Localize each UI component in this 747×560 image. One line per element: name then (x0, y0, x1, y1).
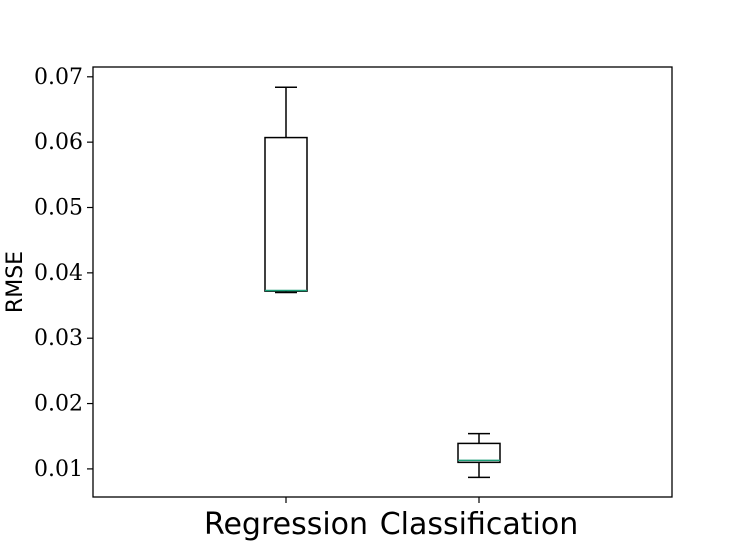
box-regression (264, 86, 308, 294)
y-tick-label: 0.01 (34, 457, 83, 482)
y-tick-label: 0.02 (34, 392, 83, 417)
y-tick-label: 0.03 (34, 326, 83, 351)
box-classification (457, 432, 501, 479)
y-tick-label: 0.05 (34, 196, 83, 221)
x-axis: Regression Classification (204, 497, 578, 542)
y-axis: 0.01 0.02 0.03 0.04 0.05 0.06 0.07 (34, 65, 93, 482)
y-tick-label: 0.04 (34, 261, 83, 286)
y-axis-label: RMSE (3, 251, 28, 313)
boxes (264, 86, 501, 479)
y-tick-label: 0.06 (34, 130, 83, 155)
iqr-box (457, 442, 501, 464)
x-tick-label: Regression (204, 507, 368, 542)
plot-frame (92, 66, 673, 498)
y-tick-label: 0.07 (34, 65, 83, 90)
iqr-box (264, 136, 308, 292)
x-tick-label: Classification (380, 507, 579, 542)
